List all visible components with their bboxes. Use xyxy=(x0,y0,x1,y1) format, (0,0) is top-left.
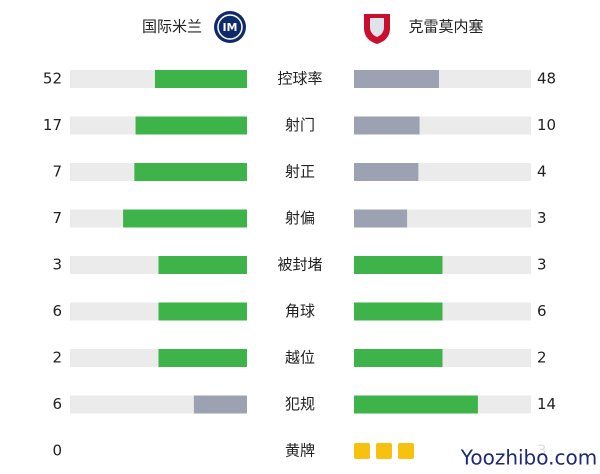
home-value: 52 xyxy=(43,70,62,88)
away-bar xyxy=(354,70,439,88)
home-bar xyxy=(158,256,247,274)
away-bar xyxy=(354,163,419,181)
away-value: 6 xyxy=(537,302,547,320)
home-bar xyxy=(193,395,247,414)
away-value: 3 xyxy=(537,256,547,274)
away-bar xyxy=(354,116,420,135)
stat-label: 越位 xyxy=(285,349,315,367)
watermark: Yoozhibo.com xyxy=(458,444,600,474)
away-bar xyxy=(354,349,443,367)
home-team-name: 国际米兰 xyxy=(142,18,202,36)
home-bar xyxy=(134,163,247,181)
stat-label: 射正 xyxy=(285,163,315,181)
home-value: 7 xyxy=(52,209,62,227)
stat-label: 控球率 xyxy=(277,70,322,88)
home-value: 0 xyxy=(52,442,62,460)
home-bar xyxy=(158,302,247,321)
stat-label: 角球 xyxy=(285,302,315,320)
home-bar xyxy=(158,349,247,367)
watermark-text: Yoozhibo.com xyxy=(460,446,597,470)
away-value: 10 xyxy=(537,116,556,134)
home-value: 6 xyxy=(52,302,62,320)
stat-label: 黄牌 xyxy=(285,442,315,460)
card-icon xyxy=(376,443,392,459)
stat-label: 射偏 xyxy=(285,209,315,227)
home-logo: IM xyxy=(214,11,246,43)
home-bar xyxy=(135,116,247,135)
svg-text:IM: IM xyxy=(222,21,237,34)
home-value: 17 xyxy=(43,116,62,134)
home-bar xyxy=(123,209,247,228)
away-value: 2 xyxy=(537,349,547,367)
away-value: 48 xyxy=(537,70,556,88)
home-value: 6 xyxy=(52,395,62,413)
stat-label: 射门 xyxy=(285,116,315,134)
stat-label: 犯规 xyxy=(285,395,315,413)
card-icon xyxy=(398,443,414,459)
away-value: 3 xyxy=(537,209,547,227)
away-bar xyxy=(354,395,478,414)
away-logo xyxy=(364,14,390,44)
away-value: 14 xyxy=(537,395,556,413)
home-bar xyxy=(154,70,247,88)
away-bar xyxy=(354,209,408,228)
card-icon xyxy=(354,443,370,459)
stat-label: 被封堵 xyxy=(277,256,322,274)
home-value: 2 xyxy=(52,349,62,367)
away-value: 4 xyxy=(537,163,547,181)
away-bar xyxy=(354,302,443,321)
home-value: 7 xyxy=(52,163,62,181)
away-team-name: 克雷莫内塞 xyxy=(408,18,483,36)
away-bar xyxy=(354,256,443,274)
home-value: 3 xyxy=(52,256,62,274)
